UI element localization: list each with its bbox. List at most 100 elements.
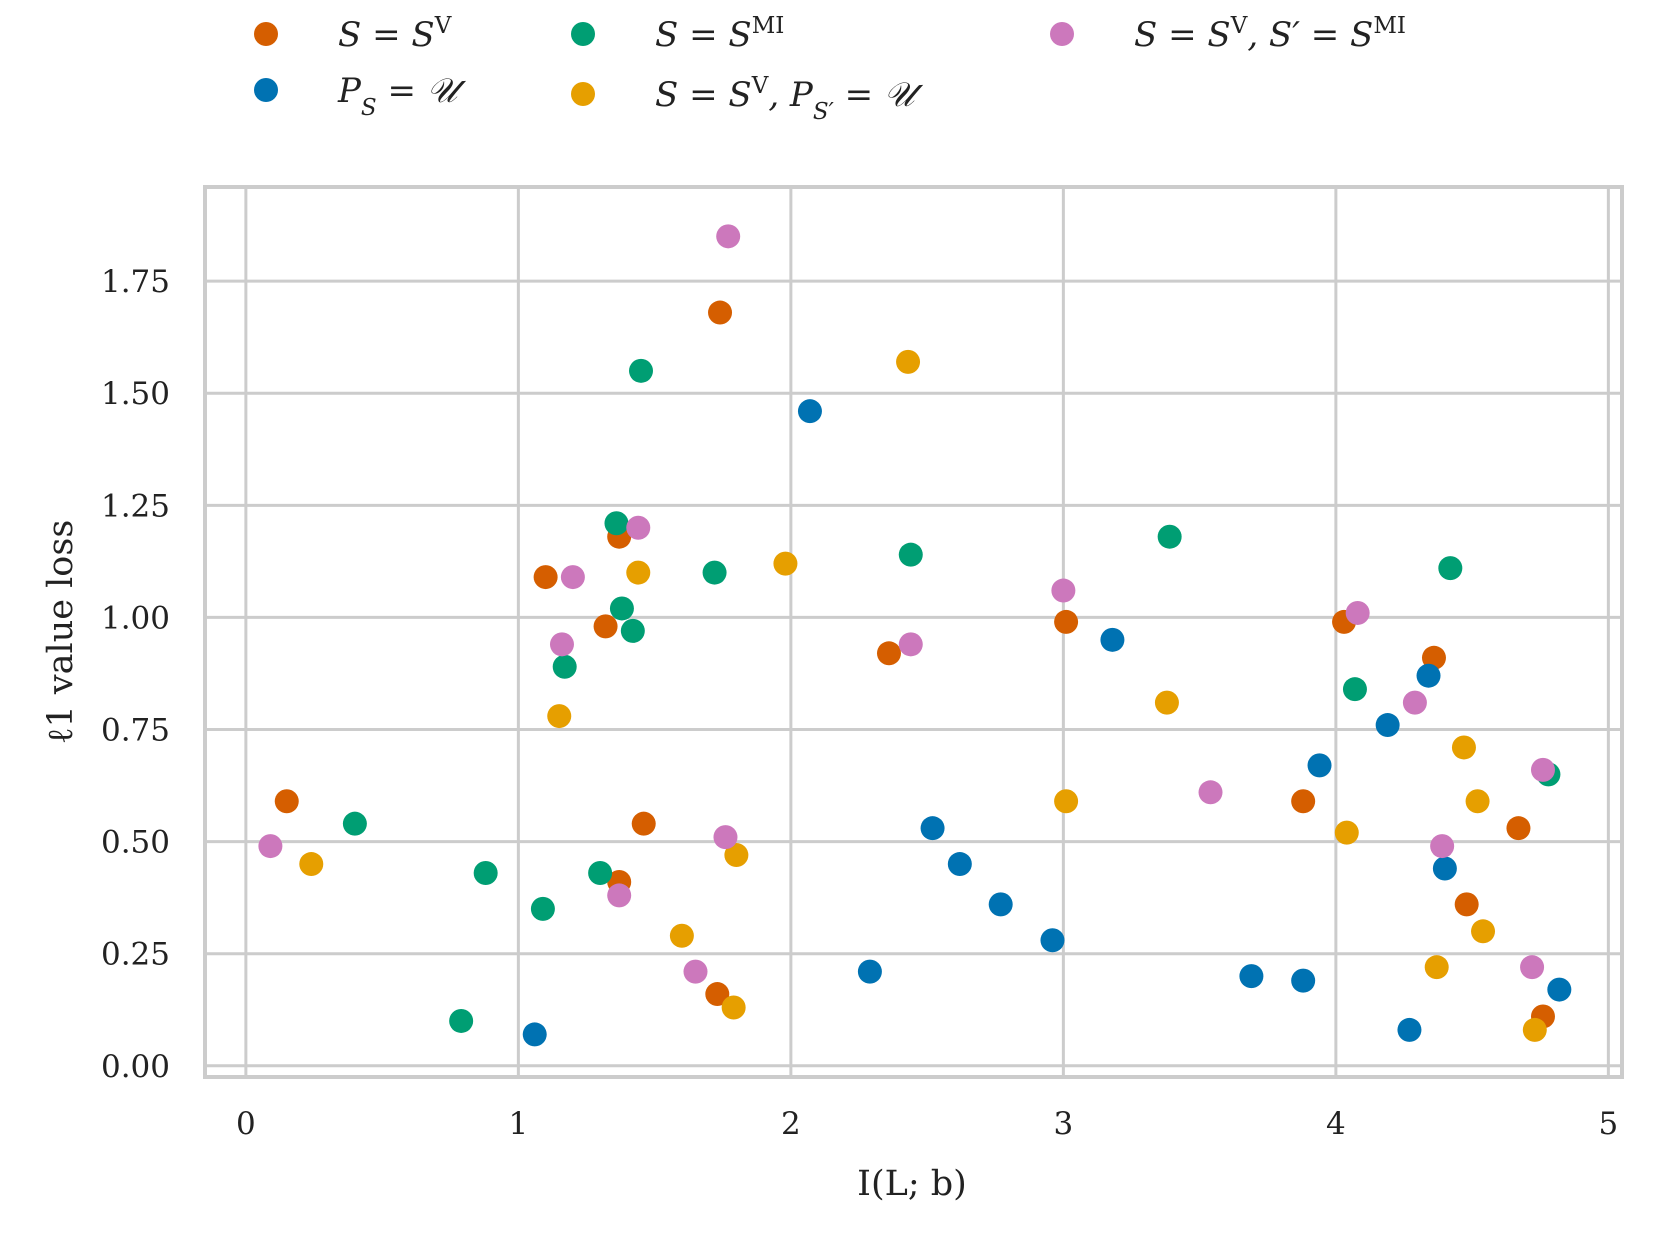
data-point-series-3 — [620, 618, 645, 643]
data-point-series-5 — [1198, 780, 1223, 805]
data-point-series-2 — [1375, 713, 1400, 738]
data-point-series-3 — [552, 654, 577, 679]
legend-marker — [571, 82, 595, 106]
data-point-series-2 — [988, 892, 1013, 917]
data-point-series-3 — [1157, 524, 1182, 549]
data-point-series-3 — [473, 860, 498, 885]
data-point-series-3 — [898, 542, 923, 567]
data-point-series-2 — [797, 399, 822, 424]
data-point-series-1 — [533, 565, 558, 590]
data-point-series-2 — [1040, 928, 1065, 953]
y-tick-label: 1.50 — [101, 376, 170, 412]
data-point-series-1 — [631, 811, 656, 836]
data-point-series-1 — [705, 982, 730, 1007]
x-tick-labels: 0 1 2 3 4 5 — [236, 1106, 1618, 1142]
data-point-series-1 — [876, 641, 901, 666]
data-point-series-3 — [629, 358, 653, 383]
data-point-series-5 — [560, 565, 585, 590]
data-point-series-5 — [1430, 834, 1455, 859]
data-point-series-2 — [1291, 968, 1316, 993]
data-point-series-5 — [898, 632, 923, 657]
y-tick-label: 1.00 — [101, 600, 170, 636]
data-point-series-1 — [1506, 816, 1531, 841]
y-tick-label: 1.25 — [101, 488, 170, 524]
data-point-series-2 — [1239, 964, 1264, 989]
data-point-series-5 — [1051, 578, 1076, 603]
y-axis-label: ℓ1 value loss — [41, 520, 81, 745]
data-point-series-3 — [702, 560, 727, 585]
data-point-series-5 — [626, 515, 651, 540]
y-tick-label: 0.25 — [101, 937, 170, 973]
data-point-series-2 — [920, 816, 945, 841]
data-point-series-1 — [1054, 609, 1079, 634]
y-tick-label: 0.75 — [101, 713, 170, 749]
data-point-series-5 — [1520, 955, 1545, 980]
data-point-series-2 — [1416, 663, 1441, 688]
legend-label: S = SMI — [655, 13, 784, 55]
data-point-series-2 — [522, 1022, 547, 1047]
data-point-series-1 — [708, 300, 733, 325]
legend-label: S = SV, S′ = SMI — [1134, 13, 1406, 55]
data-point-series-1 — [593, 614, 618, 639]
data-point-series-3 — [609, 596, 634, 621]
plot-area — [203, 185, 1624, 1079]
x-tick-label: 5 — [1599, 1106, 1619, 1142]
data-point-series-2 — [947, 852, 972, 877]
data-point-series-3 — [1438, 556, 1463, 581]
data-point-series-5 — [1530, 757, 1555, 782]
data-point-series-3 — [588, 860, 613, 885]
x-axis-label: I(L; b) — [857, 1164, 967, 1204]
data-point-series-4 — [299, 852, 324, 877]
x-tick-label: 0 — [236, 1106, 256, 1142]
legend-marker — [254, 22, 278, 46]
data-point-series-4 — [721, 995, 746, 1020]
data-point-series-4 — [773, 551, 798, 576]
data-point-series-1 — [1291, 789, 1316, 814]
data-point-series-2 — [1100, 627, 1125, 652]
data-point-series-4 — [1054, 789, 1079, 814]
data-point-series-4 — [896, 349, 921, 374]
x-tick-label: 3 — [1054, 1106, 1074, 1142]
legend: S = SV PS = 𝒰 S = SMI S = SV, PS′ = 𝒰 S = SV… — [254, 13, 1406, 125]
data-points — [258, 224, 1572, 1047]
x-tick-label: 4 — [1326, 1106, 1346, 1142]
data-point-series-4 — [724, 843, 749, 868]
data-point-series-4 — [1154, 690, 1179, 715]
legend-marker — [254, 78, 278, 102]
data-point-series-3 — [342, 811, 367, 836]
data-point-series-3 — [604, 511, 629, 536]
data-point-series-2 — [857, 959, 882, 984]
grid — [205, 187, 1622, 1077]
data-point-series-1 — [274, 789, 299, 814]
data-point-series-4 — [669, 923, 694, 948]
y-tick-label: 0.50 — [101, 825, 170, 861]
data-point-series-2 — [1397, 1017, 1422, 1042]
data-point-series-4 — [626, 560, 651, 585]
data-point-series-5 — [258, 834, 283, 859]
data-point-series-3 — [530, 896, 555, 921]
data-point-series-3 — [449, 1008, 474, 1033]
data-point-series-2 — [1307, 753, 1332, 778]
x-tick-label: 1 — [509, 1106, 529, 1142]
data-point-series-5 — [549, 632, 574, 657]
legend-label: S = SV — [338, 13, 452, 55]
data-point-series-4 — [1334, 820, 1359, 845]
data-point-series-5 — [716, 224, 741, 249]
legend-label: PS = 𝒰 — [337, 71, 467, 121]
data-point-series-4 — [547, 704, 572, 729]
data-point-series-4 — [1451, 735, 1476, 760]
data-point-series-4 — [1465, 789, 1490, 814]
data-point-series-5 — [683, 959, 708, 984]
x-tick-label: 2 — [781, 1106, 801, 1142]
data-point-series-4 — [1522, 1017, 1547, 1042]
data-point-series-2 — [1547, 977, 1572, 1002]
data-point-series-5 — [713, 825, 738, 850]
y-tick-label: 0.00 — [101, 1049, 170, 1085]
data-point-series-2 — [1432, 856, 1457, 881]
legend-label: S = SV, PS′ = 𝒰 — [655, 73, 924, 125]
y-tick-labels: 0.00 0.25 0.50 0.75 1.00 1.25 1.50 1.75 — [101, 264, 170, 1085]
data-point-series-5 — [1402, 690, 1427, 715]
data-point-series-5 — [607, 883, 632, 908]
data-point-series-4 — [1424, 955, 1449, 980]
